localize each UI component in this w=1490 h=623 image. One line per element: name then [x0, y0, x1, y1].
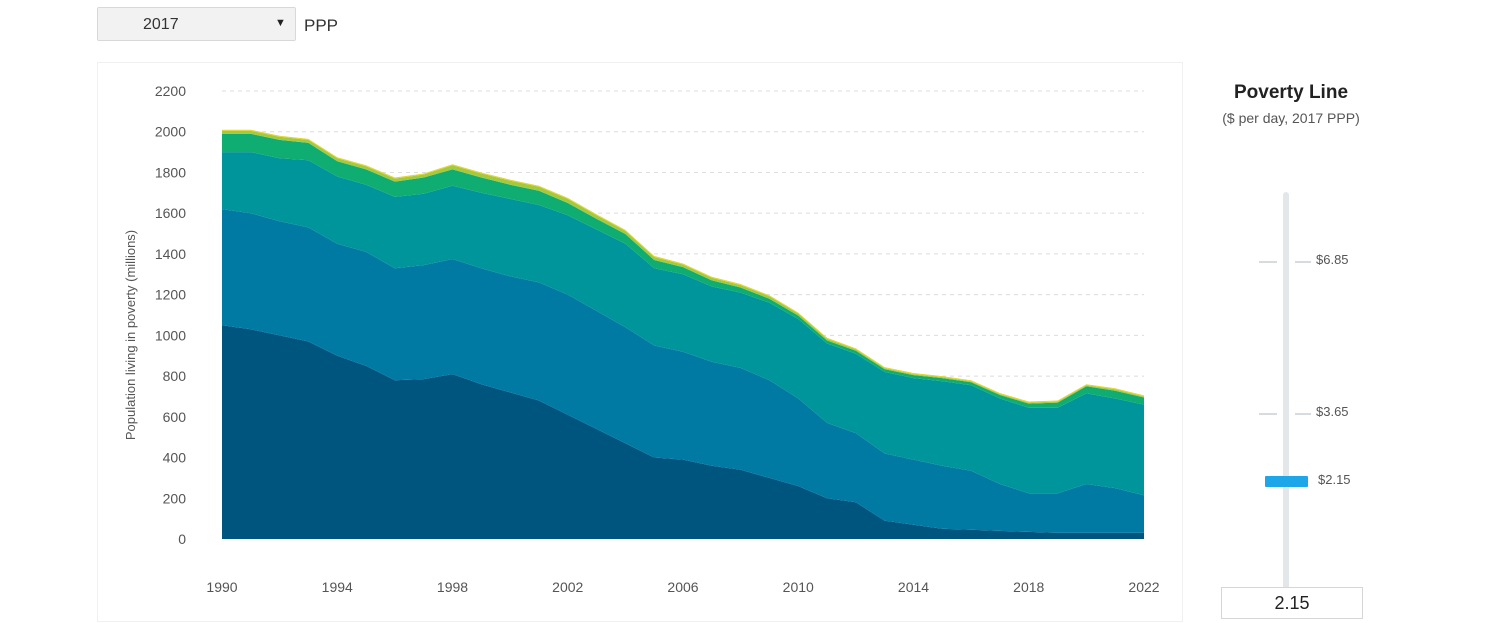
- y-tick-label: 1000: [155, 327, 186, 343]
- poverty-line-title: Poverty Line: [1233, 82, 1349, 103]
- chevron-down-icon: ▼: [275, 17, 286, 29]
- x-tick-label: 2018: [1013, 579, 1044, 595]
- y-tick-label: 0: [178, 531, 186, 547]
- y-tick-label: 2200: [155, 83, 186, 99]
- x-tick-label: 2002: [552, 579, 583, 595]
- x-tick-label: 1990: [206, 579, 237, 595]
- area-series: [222, 325, 1144, 539]
- area-series: [222, 133, 1144, 408]
- area-series: [222, 209, 1144, 533]
- poverty-line-subtitle: ($ per day, 2017 PPP): [1222, 110, 1360, 126]
- ppp-year-select[interactable]: 2017 ▼: [97, 7, 296, 41]
- x-tick-label: 2014: [898, 579, 929, 595]
- slider-tick-mark: [1295, 413, 1311, 415]
- chart-panel: 0 200 400 600 800 1000 1200 1400 1600 1800 2000 220…: [97, 62, 1183, 622]
- x-tick-label: 2022: [1128, 579, 1159, 595]
- y-tick-label: 1800: [155, 164, 186, 180]
- y-axis-title: Population living in poverty (millions): [123, 230, 138, 440]
- x-tick-label: 2010: [783, 579, 814, 595]
- poverty-area-chart: 0 200 400 600 800 1000 1200 1400 1600 1800 2000 220…: [123, 83, 1160, 595]
- x-tick-label: 2006: [667, 579, 698, 595]
- slider-tick-label[interactable]: $6.85: [1316, 252, 1349, 267]
- y-tick-label: 200: [163, 490, 187, 506]
- y-tick-label: 1200: [155, 287, 186, 303]
- slider-tick-label[interactable]: $2.15: [1318, 472, 1351, 487]
- slider-tick-mark: [1259, 413, 1277, 415]
- poverty-line-value-input[interactable]: [1221, 587, 1363, 619]
- area-series: [222, 152, 1144, 496]
- ppp-year-value: 2017: [143, 16, 179, 33]
- slider-tick-mark: [1259, 261, 1277, 263]
- slider-tick-label[interactable]: $3.65: [1316, 404, 1349, 419]
- y-tick-label: 2000: [155, 124, 186, 140]
- slider-tick-mark: [1295, 261, 1311, 263]
- y-tick-label: 400: [163, 450, 187, 466]
- x-tick-label: 1998: [437, 579, 468, 595]
- y-tick-label: 800: [163, 368, 187, 384]
- poverty-line-slider-track[interactable]: [1283, 192, 1289, 592]
- y-tick-label: 600: [163, 409, 187, 425]
- ppp-unit-label: PPP: [304, 16, 339, 35]
- x-tick-label: 1994: [322, 579, 353, 595]
- y-tick-label: 1400: [155, 246, 186, 262]
- y-tick-label: 1600: [155, 205, 186, 221]
- poverty-line-slider-handle[interactable]: [1265, 476, 1308, 487]
